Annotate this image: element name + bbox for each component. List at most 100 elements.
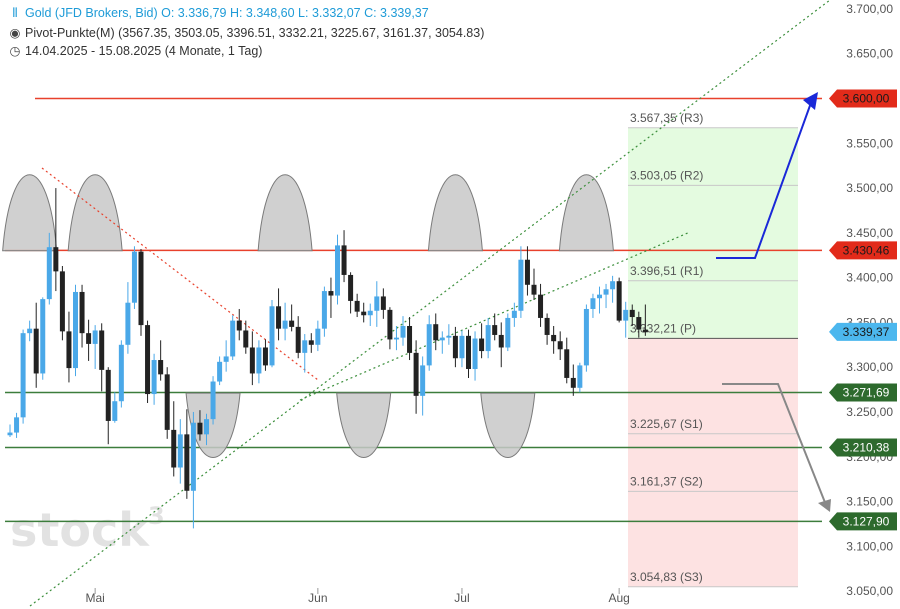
candle-6: [46, 232, 52, 305]
bullish-arrowhead: [803, 92, 818, 110]
candle-37: [249, 331, 255, 386]
candle-15: [105, 367, 111, 445]
candle-body: [413, 352, 419, 396]
candle-body: [177, 434, 183, 468]
candle-body: [236, 320, 242, 331]
bullish-arrow-line: [716, 99, 813, 259]
candle-body: [485, 325, 491, 352]
candle-body: [557, 341, 563, 350]
candle-52: [348, 272, 354, 314]
candle-94: [623, 301, 629, 338]
candle-body: [223, 356, 229, 362]
candle-49: [328, 277, 334, 318]
candle-21: [145, 320, 151, 404]
candle-2: [20, 329, 26, 424]
y-tick-0: 3.100,00: [846, 539, 893, 553]
candle-12: [86, 319, 92, 361]
watermark-sup: 3: [148, 502, 165, 530]
candle-16: [112, 392, 118, 423]
candle-61: [407, 317, 413, 361]
candle-body: [27, 328, 33, 334]
top-shape-4: [558, 174, 614, 252]
candle-body: [472, 338, 478, 369]
candle-body: [623, 309, 629, 321]
candle-body: [204, 419, 209, 435]
candle-19: [131, 246, 137, 309]
clock-icon: ◷: [9, 44, 21, 58]
candle-41: [276, 288, 282, 341]
x-tick-2: Jul: [454, 591, 469, 605]
candle-body: [190, 422, 196, 491]
candle-56: [374, 281, 380, 327]
candle-body: [577, 365, 583, 388]
level-badge-2: 3.271,69: [829, 383, 897, 402]
candle-body: [7, 432, 13, 436]
pivot-label-r1: 3.396,51 (R1): [630, 264, 703, 278]
candle-27: [184, 409, 190, 499]
range-info: ◷ 14.04.2025 - 15.08.2025 (4 Monate, 1 Ta…: [8, 43, 263, 58]
candle-body: [505, 317, 511, 348]
pivot-zones: 3.567,35 (R3) 3.503,05 (R2) 3.396,51 (R1) 3…: [628, 111, 798, 588]
candle-93: [616, 277, 622, 323]
candle-18: [125, 282, 131, 354]
candle-body: [92, 330, 98, 344]
candle-54: [361, 302, 367, 323]
candle-body: [348, 274, 354, 301]
candle-body: [629, 309, 635, 318]
level-badge-0: 3.600,00: [829, 89, 897, 108]
candle-39: [262, 339, 268, 371]
candle-body: [112, 401, 118, 421]
y-tick-3: 3.250,00: [846, 405, 893, 419]
candle-body: [14, 417, 20, 433]
watermark: stock 3: [10, 502, 165, 557]
pivot-label-s3: 3.054,83 (S3): [630, 570, 703, 584]
candle-body: [538, 294, 544, 318]
candle-body: [20, 333, 26, 418]
candle-91: [603, 283, 609, 309]
candle-body: [524, 259, 530, 285]
y-tick-9: 3.550,00: [846, 136, 893, 150]
candle-80: [531, 268, 537, 301]
candle-body: [400, 325, 406, 338]
candle-78: [518, 246, 524, 318]
pivot-label-r2: 3.503,05 (R2): [630, 168, 703, 182]
candle-body: [420, 365, 426, 396]
candle-body: [452, 335, 458, 359]
candle-29: [197, 410, 203, 441]
candle-59: [393, 325, 399, 351]
candle-20: [138, 248, 144, 336]
candle-body: [210, 381, 216, 420]
candle-33: [223, 340, 229, 372]
candle-body: [544, 317, 550, 335]
y-tick-1: 3.150,00: [846, 495, 893, 509]
candle-83: [551, 325, 557, 354]
candle-65: [433, 313, 439, 351]
candle-68: [452, 326, 458, 368]
candle-body: [158, 360, 164, 375]
y-tick-12: 3.050,00: [846, 584, 893, 598]
candle-62: [413, 340, 419, 414]
candle-body: [367, 310, 373, 316]
candle-body: [295, 326, 301, 353]
candle-47: [315, 320, 321, 352]
candle-24: [164, 367, 170, 439]
candle-body: [341, 245, 347, 275]
candle-73: [485, 317, 491, 359]
candle-71: [472, 331, 478, 381]
candle-48: [321, 286, 327, 337]
candle-4: [33, 302, 39, 388]
candle-body: [459, 335, 465, 359]
candle-body: [125, 302, 131, 345]
pivot-info: ◉ Pivot-Punkte(M) (3567.35, 3503.05, 3396…: [8, 25, 485, 40]
candle-body: [282, 320, 288, 329]
candle-body: [407, 325, 413, 353]
candle-5: [40, 297, 46, 380]
candle-body: [335, 245, 340, 296]
candle-body: [315, 328, 321, 345]
upper-trendline: [29, 0, 831, 607]
candle-81: [538, 283, 544, 327]
candle-body: [243, 330, 249, 348]
candle-82: [544, 313, 550, 345]
top-shape-0: [2, 174, 58, 252]
